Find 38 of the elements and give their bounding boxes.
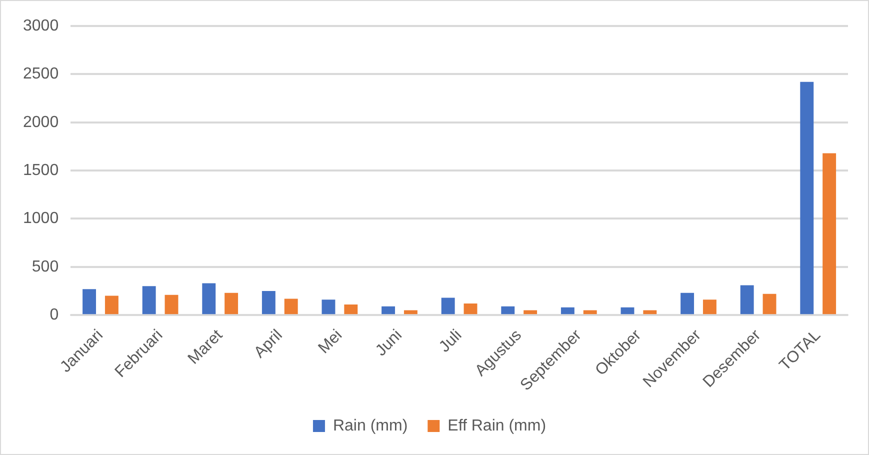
legend-label: Eff Rain (mm) [448, 417, 546, 434]
bar [800, 82, 814, 314]
bar [82, 289, 96, 314]
bar [524, 310, 538, 314]
bar [441, 298, 455, 314]
bar [822, 153, 836, 314]
bar [344, 304, 358, 314]
x-tick-label: Juli [436, 326, 466, 356]
x-tick-label: Mei [315, 326, 346, 358]
bar [702, 300, 716, 314]
x-tick-label: Juni [372, 326, 406, 360]
bar [501, 306, 515, 314]
bar [464, 304, 478, 314]
legend-label: Rain (mm) [332, 417, 408, 434]
bar [224, 292, 238, 314]
bar [560, 307, 574, 314]
bar [680, 292, 694, 314]
bar [202, 283, 216, 314]
bar [322, 300, 336, 314]
bar [762, 294, 776, 314]
bar [104, 296, 118, 314]
bar [284, 298, 298, 314]
bar [740, 285, 754, 314]
bar [164, 294, 178, 314]
y-tick-label: 2500 [23, 66, 59, 83]
bar [142, 286, 156, 314]
bar [382, 306, 396, 314]
bar [583, 310, 597, 314]
bar [262, 290, 276, 314]
y-tick-label: 0 [50, 306, 59, 324]
y-tick-label: 1500 [23, 162, 59, 179]
y-tick-label: 1000 [23, 210, 59, 228]
bar [620, 307, 634, 314]
y-tick-label: 3000 [23, 17, 59, 34]
y-tick-label: 2000 [23, 114, 59, 131]
bar [643, 310, 657, 314]
bar [404, 310, 418, 314]
y-tick-label: 500 [32, 258, 59, 276]
